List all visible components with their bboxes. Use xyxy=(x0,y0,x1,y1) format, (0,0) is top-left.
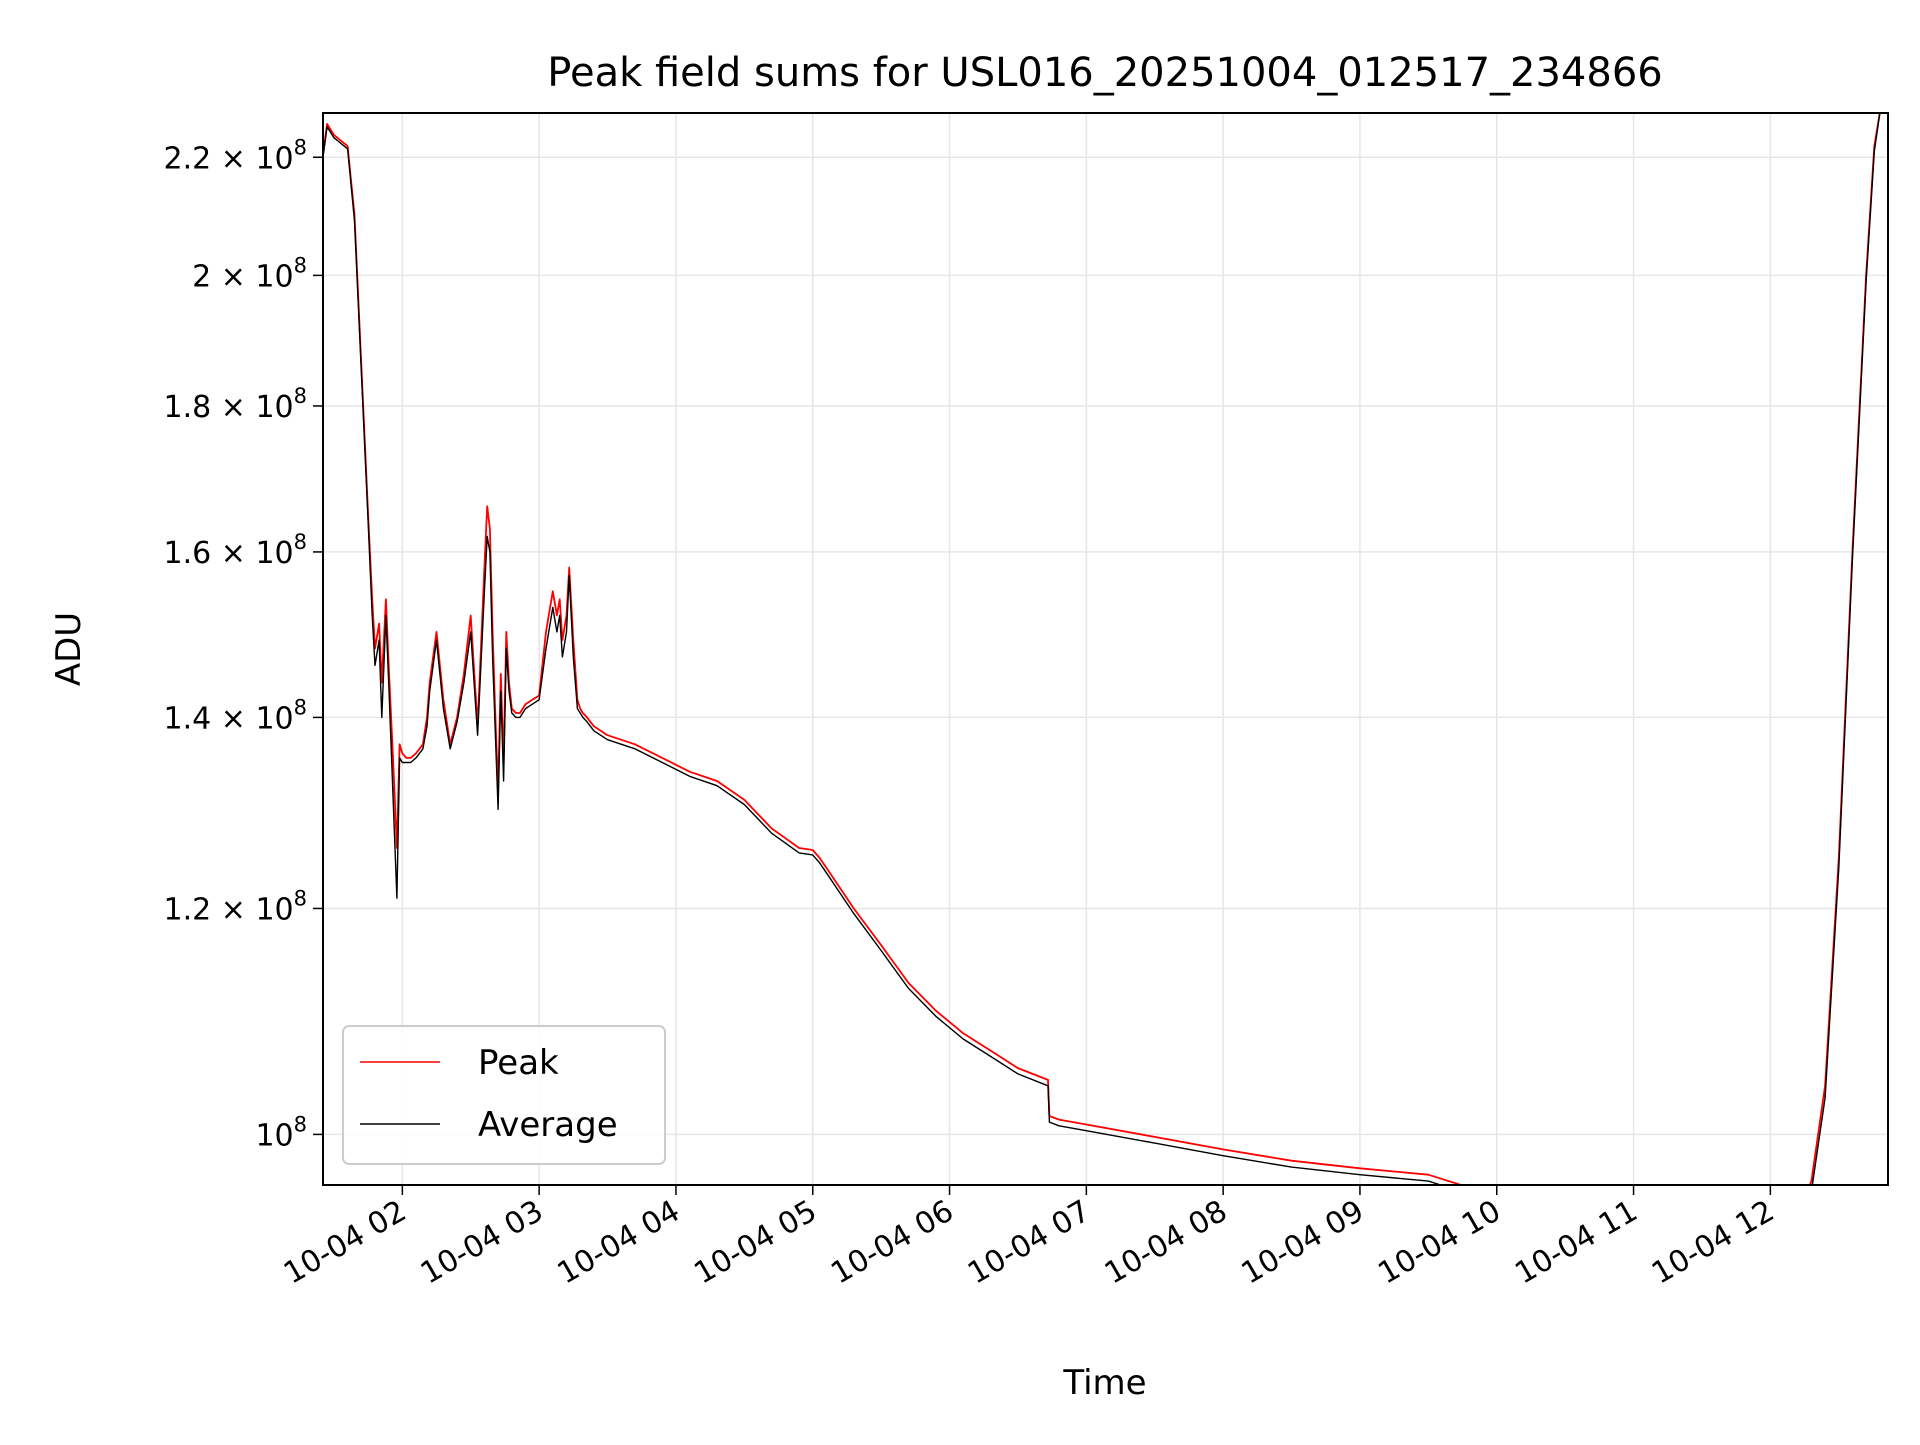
y-tick-mantissa: 1.4 × 10 xyxy=(164,701,294,736)
grid-layer xyxy=(323,113,1888,1185)
y-tick-exponent: 8 xyxy=(294,695,307,719)
y-tick-mantissa: 2 × 10 xyxy=(192,259,293,294)
y-tick-label: 108 xyxy=(255,1112,307,1153)
series-line-average xyxy=(323,113,1888,1185)
y-tick-exponent: 8 xyxy=(294,530,307,554)
x-axis-label: Time xyxy=(1062,1363,1146,1403)
y-tick-exponent: 8 xyxy=(294,135,307,159)
y-tick-exponent: 8 xyxy=(294,1112,307,1136)
y-tick-exponent: 8 xyxy=(294,384,307,408)
y-tick-mantissa: 1.8 × 10 xyxy=(164,390,294,425)
y-tick-label: 2.2 × 108 xyxy=(164,135,307,176)
series-layer xyxy=(323,113,1888,1185)
y-axis-label: ADU xyxy=(49,612,89,686)
y-tick-label: 1.4 × 108 xyxy=(164,695,307,736)
y-tick-mantissa: 1.2 × 10 xyxy=(164,892,294,927)
legend: Peak Average xyxy=(342,1025,666,1165)
y-tick-mantissa: 2.2 × 10 xyxy=(164,141,294,176)
y-tick-label: 1.6 × 108 xyxy=(164,530,307,571)
chart-title: Peak field sums for USL016_20251004_0125… xyxy=(547,50,1662,96)
y-tick-exponent: 8 xyxy=(294,886,307,910)
y-tick-label: 2 × 108 xyxy=(192,253,307,294)
series-line-peak xyxy=(323,113,1888,1185)
legend-box xyxy=(342,1025,666,1165)
y-tick-label: 1.8 × 108 xyxy=(164,384,307,425)
plot-frame xyxy=(322,112,1889,1186)
y-tick-mantissa: 10 xyxy=(255,1118,293,1153)
legend-label-peak: Peak xyxy=(478,1043,559,1083)
y-tick-mantissa: 1.6 × 10 xyxy=(164,536,294,571)
y-tick-exponent: 8 xyxy=(294,253,307,277)
y-tick-label: 1.2 × 108 xyxy=(164,886,307,927)
legend-label-average: Average xyxy=(478,1105,618,1145)
